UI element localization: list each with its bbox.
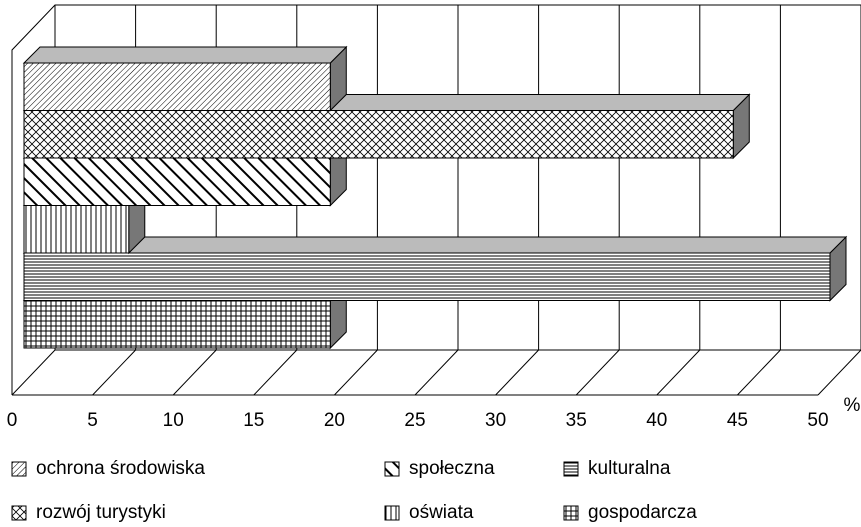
x-tick-label: 0 — [7, 410, 18, 431]
legend-label: ochrona środowiska — [36, 458, 205, 479]
grid-line — [334, 349, 378, 396]
bar — [23, 110, 734, 159]
x-tick-label: 20 — [324, 410, 345, 431]
x-axis-label: % — [844, 395, 861, 416]
grid-line — [575, 349, 620, 396]
x-tick-label: 30 — [485, 410, 506, 431]
bar-top — [22, 236, 848, 254]
grid-line — [11, 349, 56, 396]
legend-label: rozwój turystyki — [36, 502, 166, 523]
x-tick-label: 10 — [163, 410, 184, 431]
bar — [23, 252, 831, 301]
x-tick-label: 45 — [727, 410, 748, 431]
legend-swatch — [11, 505, 27, 521]
x-tick-label: 35 — [566, 410, 587, 431]
legend-swatch — [384, 461, 400, 477]
x-tick-label: 50 — [807, 410, 828, 431]
bar — [23, 62, 331, 111]
grid-line — [172, 349, 217, 396]
x-tick-label: 15 — [243, 410, 264, 431]
x-tick-label: 25 — [404, 410, 425, 431]
legend-swatch — [384, 505, 400, 521]
bar-top — [22, 46, 348, 64]
grid-line — [495, 349, 539, 396]
legend-swatch — [563, 505, 579, 521]
legend-label: gospodarcza — [588, 502, 697, 523]
grid-line — [92, 349, 136, 396]
legend-swatch — [563, 461, 579, 477]
grid-line — [817, 349, 861, 396]
bar — [23, 157, 331, 206]
legend-label: oświata — [409, 502, 474, 523]
legend-label: kulturalna — [588, 458, 671, 479]
grid-line — [656, 349, 701, 396]
x-tick-label: 40 — [646, 410, 667, 431]
legend-swatch — [11, 461, 27, 477]
legend-label: społeczna — [409, 458, 495, 479]
x-tick-label: 5 — [87, 410, 98, 431]
bar — [23, 205, 130, 254]
bar — [23, 300, 331, 349]
grid-line — [414, 349, 459, 396]
grid-line — [253, 349, 298, 396]
grid-line — [737, 349, 781, 396]
